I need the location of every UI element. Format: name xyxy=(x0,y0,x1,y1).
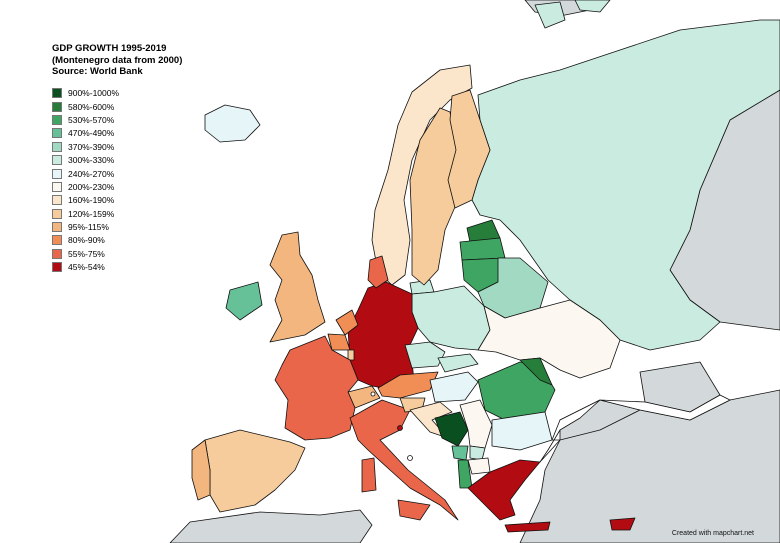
country-luxembourg xyxy=(347,349,355,361)
country-netherlands xyxy=(335,309,359,336)
malta-marker xyxy=(407,455,413,461)
country-denmark xyxy=(367,255,389,289)
legend-label: 370%-390% xyxy=(68,141,115,152)
legend-swatch xyxy=(52,128,62,139)
legend-item: 370%-390% xyxy=(52,140,182,153)
legend-swatch xyxy=(52,262,62,273)
legend-swatch xyxy=(52,155,62,166)
legend-swatch xyxy=(52,222,62,233)
country-iceland xyxy=(204,104,261,143)
country-kosovo xyxy=(469,445,486,461)
legend-swatch xyxy=(52,208,62,219)
country-ukraine xyxy=(477,299,621,379)
country-russia xyxy=(471,19,780,351)
legend-label: 470%-490% xyxy=(68,128,115,139)
legend-item: 120%-159% xyxy=(52,207,182,220)
country-croatia xyxy=(409,401,453,439)
country-italy-sicily xyxy=(397,499,431,521)
title-line-1: GDP GROWTH 1995-2019 xyxy=(52,43,167,54)
credit-text: Created with mapchart.net xyxy=(671,530,754,537)
legend-item: 45%-54% xyxy=(52,261,182,274)
legend-swatch xyxy=(52,195,62,206)
legend-label: 200%-230% xyxy=(68,181,115,192)
legend-item: 95%-115% xyxy=(52,220,182,233)
legend-swatch xyxy=(52,235,62,246)
legend-item: 240%-270% xyxy=(52,167,182,180)
legend-item: 200%-230% xyxy=(52,180,182,193)
legend-swatch xyxy=(52,88,62,99)
country-bosnia xyxy=(434,411,469,447)
title-line-3: Source: World Bank xyxy=(52,66,143,77)
country-france xyxy=(274,335,359,441)
legend-label: 120%-159% xyxy=(68,208,115,219)
legend-items: 900%-1000% 580%-600% 530%-570% 470%-490%… xyxy=(52,87,182,274)
legend-label: 160%-190% xyxy=(68,195,115,206)
legend-label: 900%-1000% xyxy=(68,88,120,99)
legend-item: 900%-1000% xyxy=(52,87,182,100)
legend-label: 530%-570% xyxy=(68,114,115,125)
country-greece-crete xyxy=(504,521,551,533)
legend-swatch xyxy=(52,101,62,112)
legend-label: 55%-75% xyxy=(68,248,105,259)
country-russia-islands xyxy=(534,0,611,29)
country-united-kingdom xyxy=(269,231,326,343)
country-finland xyxy=(447,89,491,209)
country-greece xyxy=(467,459,541,521)
country-italy-sardinia xyxy=(361,457,377,493)
legend-title: GDP GROWTH 1995-2019 (Montenegro data fr… xyxy=(52,43,182,78)
legend-swatch xyxy=(52,114,62,125)
country-slovakia xyxy=(437,353,479,373)
country-bulgaria xyxy=(491,411,553,451)
country-moldova xyxy=(519,357,553,386)
legend-swatch xyxy=(52,181,62,192)
map-legend: GDP GROWTH 1995-2019 (Montenegro data fr… xyxy=(52,43,182,274)
country-montenegro xyxy=(451,445,469,461)
country-ireland xyxy=(225,281,263,321)
legend-swatch xyxy=(52,248,62,259)
country-italy xyxy=(349,399,459,521)
country-latvia xyxy=(459,237,506,261)
legend-label: 95%-115% xyxy=(68,222,109,233)
legend-label: 80%-90% xyxy=(68,235,105,246)
country-cyprus xyxy=(609,517,636,531)
north-africa-region xyxy=(169,509,373,543)
legend-item: 530%-570% xyxy=(52,113,182,126)
legend-item: 55%-75% xyxy=(52,247,182,260)
legend-item: 470%-490% xyxy=(52,127,182,140)
legend-item: 80%-90% xyxy=(52,234,182,247)
country-turkey xyxy=(539,394,731,463)
country-austria xyxy=(377,371,439,399)
legend-item: 580%-600% xyxy=(52,100,182,113)
legend-item: 300%-330% xyxy=(52,153,182,166)
san-marino-marker xyxy=(397,425,403,431)
legend-item: 160%-190% xyxy=(52,194,182,207)
legend-label: 580%-600% xyxy=(68,101,115,112)
country-hungary xyxy=(429,371,479,403)
legend-label: 240%-270% xyxy=(68,168,115,179)
legend-label: 45%-54% xyxy=(68,262,105,273)
country-north-macedonia xyxy=(467,457,491,475)
title-line-2: (Montenegro data from 2000) xyxy=(52,54,183,66)
liechtenstein-marker xyxy=(370,391,376,397)
legend-swatch xyxy=(52,141,62,152)
legend-label: 300%-330% xyxy=(68,155,115,166)
country-portugal xyxy=(191,439,211,501)
legend-swatch xyxy=(52,168,62,179)
